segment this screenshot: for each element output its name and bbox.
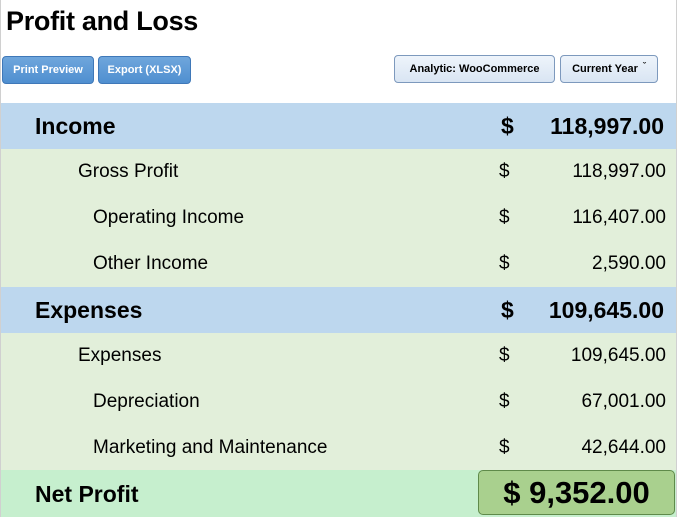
line-item-row: Expenses $ 109,645.00	[1, 333, 676, 379]
period-dropdown[interactable]: Current Year ˇ	[560, 55, 658, 83]
expenses-section-row: Expenses $ 109,645.00	[1, 287, 676, 333]
line-item-amount: 42,644.00	[581, 437, 666, 458]
line-item-row: Marketing and Maintenance $ 42,644.00	[1, 425, 676, 471]
line-item-label: Operating Income	[93, 207, 245, 228]
line-item-amount: 2,590.00	[592, 253, 666, 274]
line-item-amount: 118,997.00	[572, 161, 666, 182]
line-item-amount: 109,645.00	[570, 345, 666, 366]
page-title: Profit and Loss	[6, 6, 199, 36]
net-profit-label: Net Profit	[35, 481, 139, 507]
net-profit-amount: $ 9,352.00	[478, 470, 675, 515]
currency-symbol: $	[499, 253, 510, 274]
line-item-label: Gross Profit	[78, 161, 179, 182]
section-total: 118,997.00	[550, 113, 664, 139]
line-item-row: Depreciation $ 67,001.00	[1, 379, 676, 425]
currency-symbol: $	[499, 437, 510, 458]
line-item-row: Gross Profit $ 118,997.00	[1, 149, 676, 195]
currency-symbol: $	[501, 113, 514, 139]
export-xlsx-button[interactable]: Export (XLSX)	[98, 56, 191, 84]
section-total: 109,645.00	[548, 297, 664, 323]
line-item-label: Expenses	[78, 345, 162, 366]
print-preview-button[interactable]: Print Preview	[2, 56, 94, 84]
line-item-amount: 67,001.00	[581, 391, 666, 412]
analytic-filter-button[interactable]: Analytic: WooCommerce	[394, 55, 555, 83]
section-label: Expenses	[35, 297, 143, 323]
period-dropdown-label: Current Year	[572, 63, 638, 75]
line-item-label: Other Income	[93, 253, 209, 274]
line-item-row: Operating Income $ 116,407.00	[1, 195, 676, 241]
currency-symbol: $	[499, 345, 510, 366]
income-section-row: Income $ 118,997.00	[1, 103, 676, 149]
section-label: Income	[35, 113, 116, 139]
caret-down-icon: ˇ	[642, 61, 646, 71]
line-item-label: Depreciation	[93, 391, 200, 412]
currency-symbol: $	[499, 161, 510, 182]
line-item-row: Other Income $ 2,590.00	[1, 241, 676, 287]
currency-symbol: $	[499, 391, 510, 412]
line-item-amount: 116,407.00	[572, 207, 666, 228]
line-item-label: Marketing and Maintenance	[93, 437, 328, 458]
currency-symbol: $	[499, 207, 510, 228]
currency-symbol: $	[501, 297, 514, 323]
